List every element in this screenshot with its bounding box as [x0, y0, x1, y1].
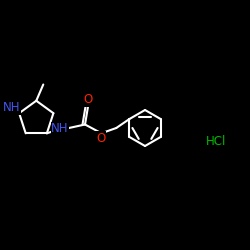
- Text: O: O: [83, 93, 92, 106]
- Text: HCl: HCl: [206, 135, 227, 148]
- Text: NH: NH: [51, 122, 69, 135]
- Text: O: O: [96, 132, 105, 144]
- Text: NH: NH: [2, 101, 20, 114]
